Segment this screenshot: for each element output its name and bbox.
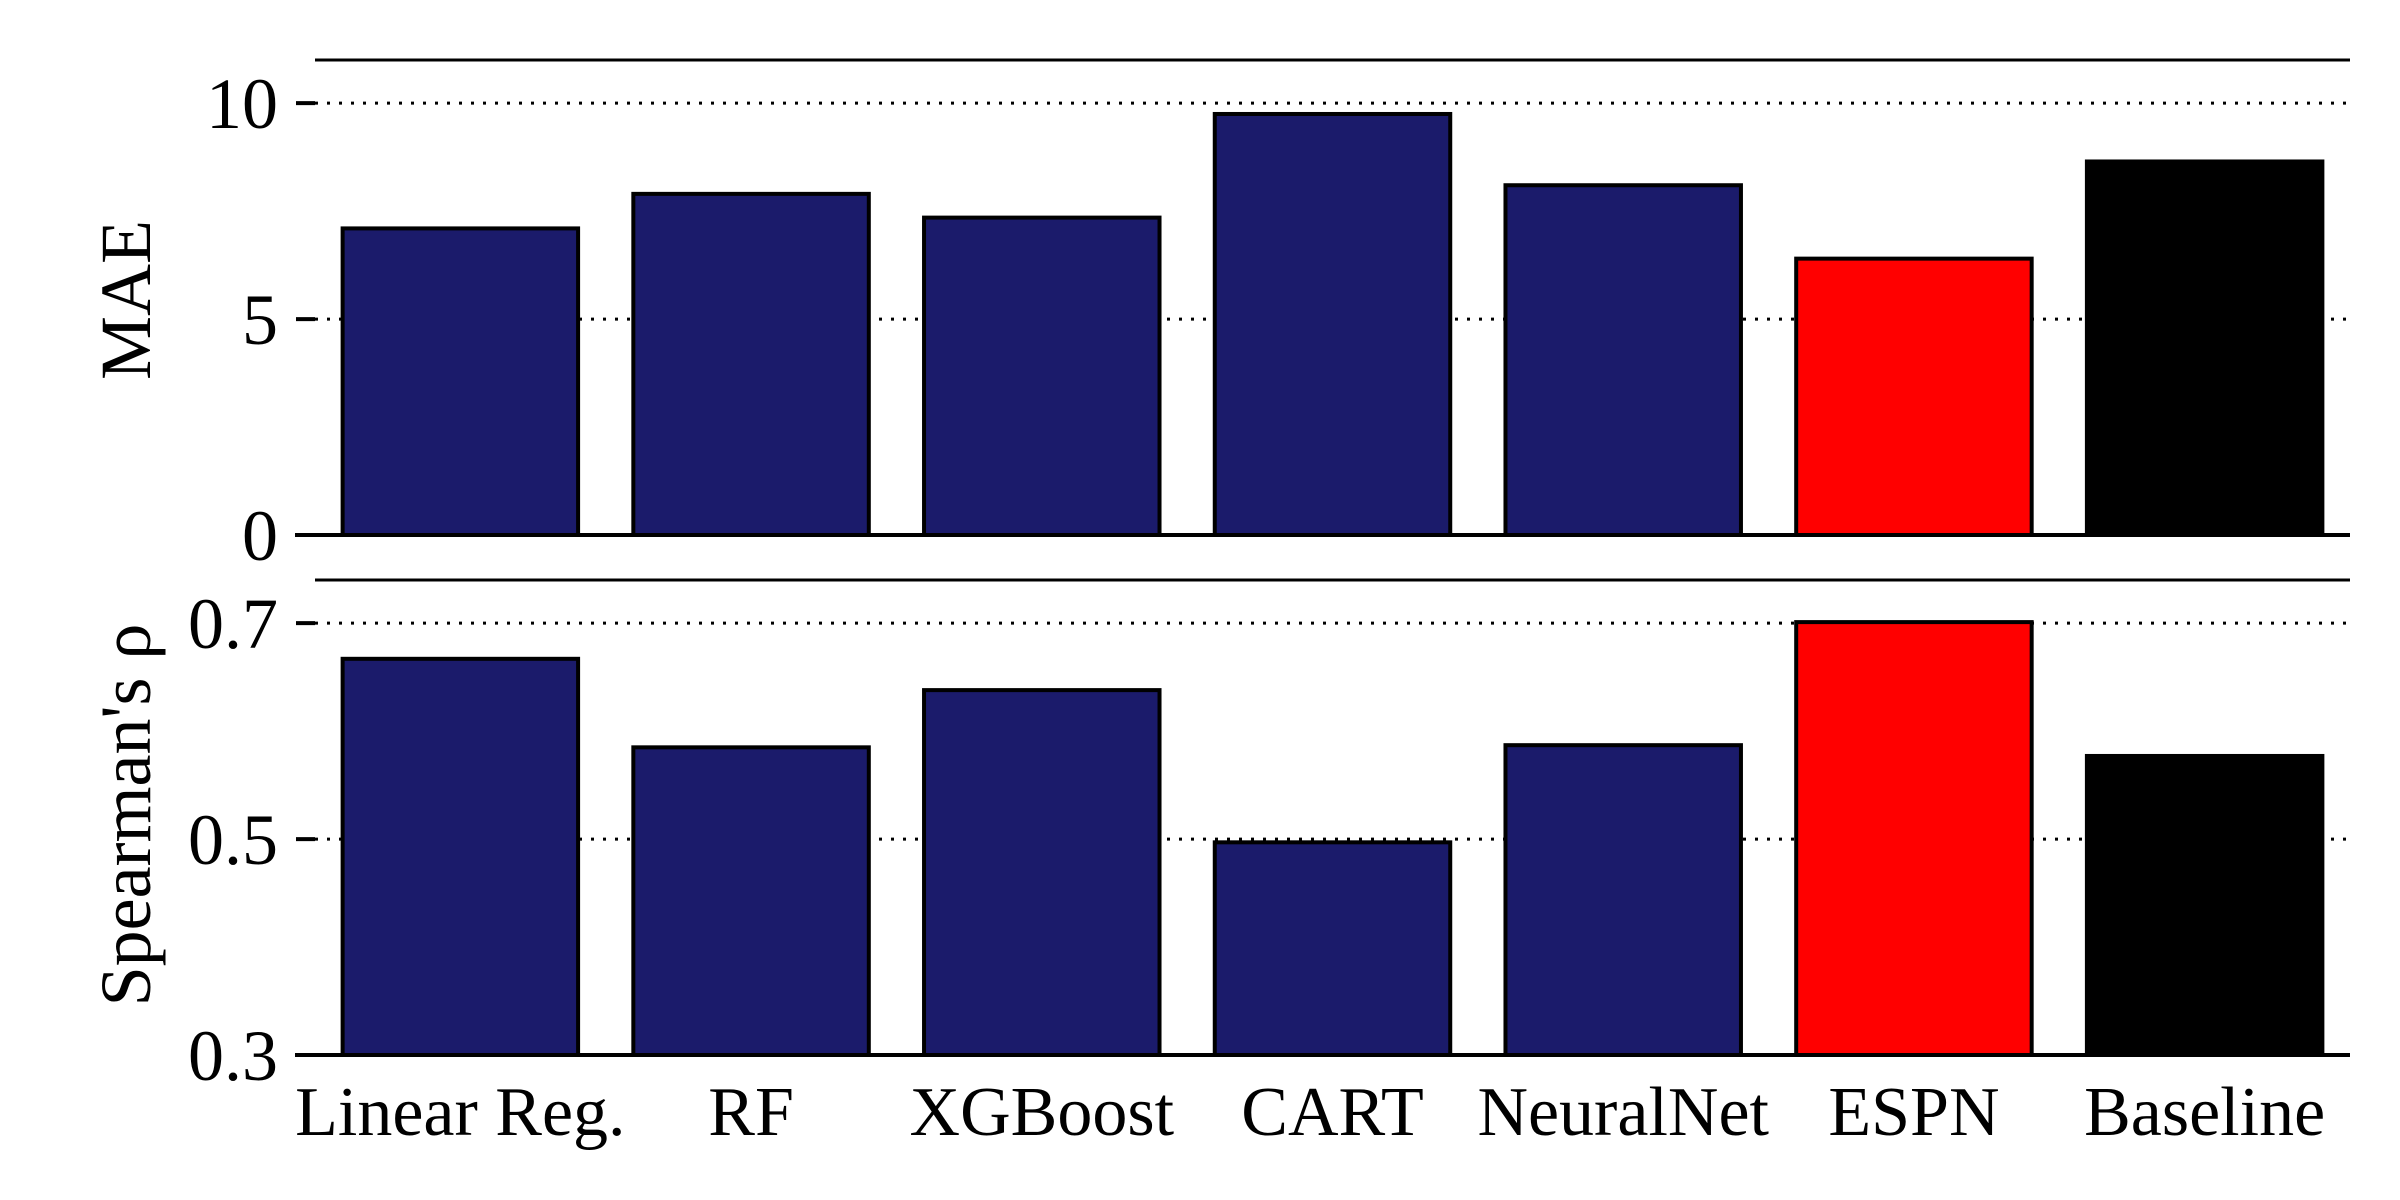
mae-bar-cart [1212, 111, 1453, 538]
spearman-bar-neuralnet [1503, 743, 1743, 1058]
spearman-y-tick-label: 0.3 [188, 1016, 278, 1096]
spearman-bar-linear-reg [340, 656, 581, 1057]
spearman-bar-baseline [2084, 753, 2325, 1057]
mae-bar-rf [631, 191, 871, 537]
mae-panel: 0 5 10 [206, 58, 2350, 576]
x-tick-label: NeuralNet [1477, 1074, 1769, 1151]
mae-bar-linear-reg [340, 226, 581, 537]
mae-y-tick-label: 0 [242, 496, 278, 576]
mae-bar-espn [1794, 256, 2034, 537]
spearman-y-tick-label: 0.7 [188, 584, 278, 664]
spearman-panel: 0.3 0.5 0.7 Linear Reg. RF XGBoost CART NeuralN… [188, 578, 2350, 1151]
spearman-y-tick-label: 0.5 [188, 800, 278, 880]
spearman-bar-xgboost [922, 688, 1162, 1057]
spearman-axis-label: Spearman's ρ [86, 624, 166, 1007]
spearman-bar-rf [631, 745, 871, 1057]
x-tick-label: ESPN [1828, 1074, 1999, 1151]
mae-bar-xgboost [922, 215, 1162, 537]
spearman-bar-cart [1212, 840, 1453, 1057]
x-tick-label: RF [708, 1074, 794, 1151]
mae-axis-label: MAE [86, 220, 166, 380]
x-tick-label: CART [1241, 1074, 1424, 1151]
x-tick-label: Baseline [2084, 1074, 2325, 1151]
mae-bar-neuralnet [1503, 183, 1743, 538]
x-tick-label: Linear Reg. [295, 1074, 625, 1151]
mae-y-tick-label: 5 [242, 280, 278, 360]
mae-bar-baseline [2084, 159, 2325, 538]
mae-y-tick-label: 10 [206, 64, 278, 144]
x-tick-label: XGBoost [910, 1074, 1175, 1151]
spearman-bar-espn [1794, 620, 2034, 1058]
